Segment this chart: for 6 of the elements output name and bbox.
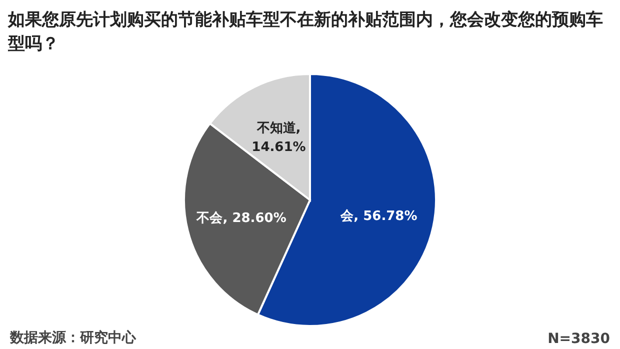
source-note: 数据来源：研究中心 [10,329,136,347]
slice-label: 不会, 28.60% [196,211,286,226]
text: N=3830 [548,331,610,347]
slice-label: 会, 56.78% [340,208,418,224]
chart-title: 如果您原先计划购买的节能补贴车型不在新的补贴范围内，您会改变您的预购车型吗？ [8,9,604,56]
slice-label: 不知道, 14.61% [252,121,306,156]
